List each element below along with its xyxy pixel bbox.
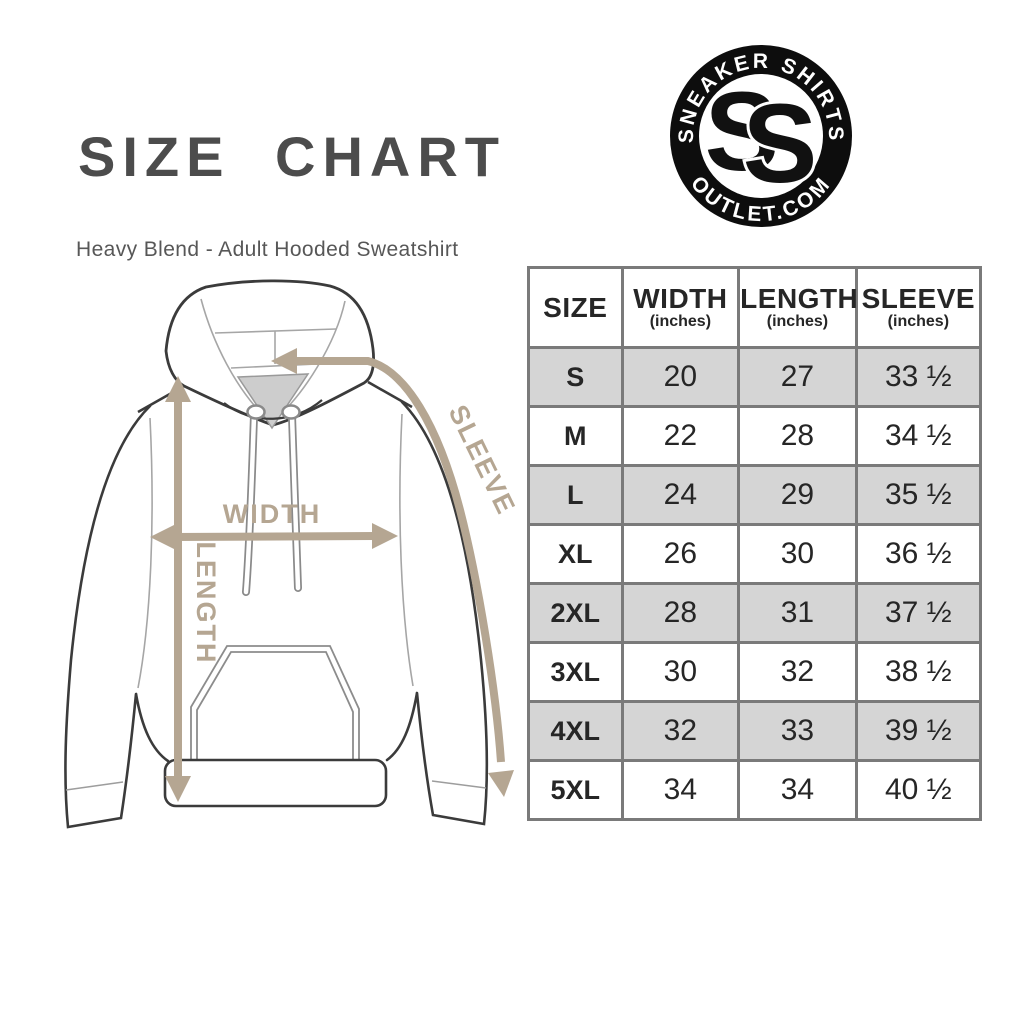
size-cell: 2XL xyxy=(527,582,624,644)
width-cell: 26 xyxy=(620,523,741,585)
brand-logo-badge-icon: SNEAKER SHIRTS OUTLET.COM S S xyxy=(670,45,852,227)
sleeve-cell: 33 ½ xyxy=(854,346,983,408)
width-cell: 30 xyxy=(620,641,741,703)
col-header-sleeve-label: SLEEVE xyxy=(861,283,976,314)
size-cell: M xyxy=(527,405,624,467)
hoodie-waistband xyxy=(163,758,388,808)
length-cell: 33 xyxy=(737,700,858,762)
table-row-s: S 20 27 33 ½ xyxy=(527,346,983,408)
hoodie-side-seams xyxy=(134,691,419,763)
col-header-size: SIZE xyxy=(527,266,624,349)
sleeve-cell: 35 ½ xyxy=(854,464,983,526)
hoodie-left-sleeve-outline xyxy=(64,404,152,829)
hoodie-body xyxy=(136,405,417,762)
col-header-width-unit: (inches) xyxy=(649,313,712,331)
col-header-length: LENGTH (inches) xyxy=(737,266,859,349)
sleeve-arrow xyxy=(288,357,505,763)
size-cell: 3XL xyxy=(527,641,624,703)
size-table: SIZE WIDTH (inches) LENGTH (inches) SLEE… xyxy=(527,266,983,821)
hoodie-drawstrings xyxy=(242,404,302,596)
length-cell: 32 xyxy=(737,641,858,703)
monogram-letter-2: S xyxy=(743,81,818,206)
page-subtitle: Heavy Blend - Adult Hooded Sweatshirt xyxy=(76,238,459,261)
hoodie-drawing xyxy=(64,279,489,829)
measurement-arrows xyxy=(171,357,505,780)
table-row-m: M 22 28 34 ½ xyxy=(527,405,983,467)
hood-inner-shading xyxy=(236,373,310,430)
col-header-sleeve-unit: (inches) xyxy=(887,313,950,331)
width-cell: 34 xyxy=(620,759,741,821)
table-row-5xl: 5XL 34 34 40 ½ xyxy=(527,759,983,821)
col-header-length-unit: (inches) xyxy=(766,313,829,331)
hoodie-right-cuff-seam xyxy=(431,780,487,789)
size-cell: 5XL xyxy=(527,759,624,821)
length-cell: 29 xyxy=(737,464,858,526)
width-cell: 20 xyxy=(620,346,741,408)
hoodie-left-sleeve xyxy=(65,408,150,827)
sleeve-cell: 39 ½ xyxy=(854,700,983,762)
length-cell: 34 xyxy=(737,759,858,821)
hoodie-left-armhole-seam xyxy=(137,417,153,689)
size-cell: 4XL xyxy=(527,700,624,762)
table-row-3xl: 3XL 30 32 38 ½ xyxy=(527,641,983,703)
logo-ss-monogram: S S xyxy=(702,66,821,209)
col-header-width-label: WIDTH xyxy=(633,283,728,314)
table-row-4xl: 4XL 32 33 39 ½ xyxy=(527,700,983,762)
sleeve-cell: 34 ½ xyxy=(854,405,983,467)
width-cell: 32 xyxy=(620,700,741,762)
length-cell: 28 xyxy=(737,405,858,467)
table-row-xl: XL 26 30 36 ½ xyxy=(527,523,983,585)
col-header-size-label: SIZE xyxy=(543,291,608,323)
size-cell: XL xyxy=(527,523,624,585)
sleeve-cell: 36 ½ xyxy=(854,523,983,585)
length-cell: 30 xyxy=(737,523,858,585)
hoodie-hood xyxy=(164,279,375,427)
hoodie-collar xyxy=(223,399,323,420)
hoodie-left-cuff-seam xyxy=(65,781,124,791)
monogram-letter-1: S xyxy=(705,69,780,194)
hoodie-pocket xyxy=(190,645,360,760)
size-cell: S xyxy=(527,346,624,408)
width-arrow xyxy=(171,532,377,541)
col-header-sleeve: SLEEVE (inches) xyxy=(854,266,983,349)
page-title: SIZE CHART xyxy=(78,125,506,188)
width-cell: 24 xyxy=(620,464,741,526)
width-label: WIDTH xyxy=(223,499,321,529)
size-cell: L xyxy=(527,464,624,526)
hoodie-right-sleeve-outline xyxy=(400,400,489,826)
hoodie-right-sleeve xyxy=(402,404,487,824)
length-label: LENGTH xyxy=(191,542,221,665)
sleeve-cell: 38 ½ xyxy=(854,641,983,703)
col-header-width: WIDTH (inches) xyxy=(620,266,741,349)
sleeve-cell: 37 ½ xyxy=(854,582,983,644)
sleeve-cell: 40 ½ xyxy=(854,759,983,821)
logo-inner-circle xyxy=(699,74,823,198)
size-table-header-row: SIZE WIDTH (inches) LENGTH (inches) SLEE… xyxy=(527,266,983,349)
col-header-length-label: LENGTH xyxy=(740,283,859,314)
hoodie-right-armhole-seam xyxy=(399,413,414,687)
arrowheads xyxy=(150,348,514,802)
table-row-l: L 24 29 35 ½ xyxy=(527,464,983,526)
length-cell: 27 xyxy=(737,346,858,408)
width-cell: 22 xyxy=(620,405,741,467)
table-row-2xl: 2XL 28 31 37 ½ xyxy=(527,582,983,644)
width-cell: 28 xyxy=(620,582,741,644)
length-cell: 31 xyxy=(737,582,858,644)
